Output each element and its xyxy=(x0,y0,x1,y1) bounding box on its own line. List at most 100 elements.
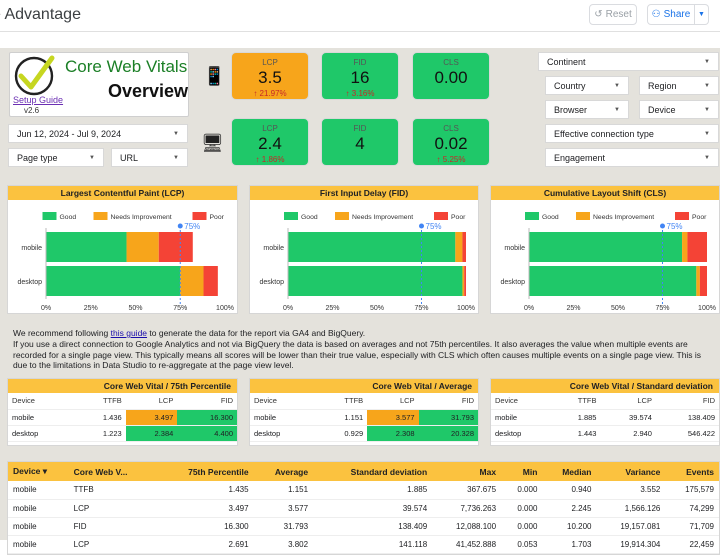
kpi-delta: ↑ 5.25% xyxy=(436,155,466,164)
column-header[interactable]: Variance xyxy=(596,462,666,481)
reset-icon: ↺ xyxy=(594,9,603,20)
page-type-filter[interactable]: Page type ▼ xyxy=(8,148,104,167)
kpi-label: FID xyxy=(353,124,367,133)
reset-button[interactable]: ↺ Reset xyxy=(589,4,637,25)
date-range-picker[interactable]: Jun 12, 2024 - Jul 9, 2024 ▼ xyxy=(8,124,188,143)
column-header[interactable]: LCP xyxy=(125,393,178,410)
table-cell: 3.497 xyxy=(156,499,254,518)
table-cell: mobile xyxy=(491,409,553,426)
table-cell: 39.574 xyxy=(600,409,656,426)
column-header[interactable]: Device xyxy=(250,393,316,410)
column-header[interactable]: Device xyxy=(491,393,553,410)
header-row: Device TTFB LCP FID xyxy=(250,393,478,410)
check-circle-icon xyxy=(14,55,55,96)
x-tick-label: 100% xyxy=(457,305,475,312)
table-cell: 1.436 xyxy=(74,409,126,426)
table-cell: 4.400 xyxy=(177,425,237,442)
browser-filter[interactable]: Browser ▼ xyxy=(545,100,629,119)
engagement-label: Engagement xyxy=(554,152,606,163)
column-header[interactable]: Device xyxy=(8,393,75,410)
country-filter[interactable]: Country ▼ xyxy=(545,76,629,95)
kpi-desktop-lcp: LCP 2.4 ↑ 1.86% xyxy=(231,118,309,166)
reference-marker xyxy=(177,223,183,229)
url-filter[interactable]: URL ▼ xyxy=(111,148,188,167)
legend-label: Good xyxy=(542,214,559,221)
report-title: e Advantage xyxy=(0,6,81,23)
fid-chart-svg: Good Needs Improvement Poor mobile desktop 0%… xyxy=(259,212,475,312)
person-add-icon: ⚇ xyxy=(651,9,661,20)
kpi-label: LCP xyxy=(262,124,278,133)
bar-segment xyxy=(46,232,127,262)
table-cell: 0.940 xyxy=(542,481,597,500)
table-cell: 0.000 xyxy=(501,499,543,518)
kpi-delta: ↑ 21.97% xyxy=(253,89,287,98)
table-cell: 3.577 xyxy=(367,409,419,426)
column-header[interactable]: Core Web V... xyxy=(68,462,157,481)
column-header[interactable]: 75th Percentile xyxy=(156,462,254,481)
column-header[interactable]: TTFB xyxy=(74,393,126,410)
table-cell: 16.300 xyxy=(177,409,237,426)
column-header[interactable]: Average xyxy=(253,462,314,481)
region-filter[interactable]: Region ▼ xyxy=(639,76,719,95)
fid-chart-panel: First Input Delay (FID) Good Needs Improv… xyxy=(249,185,479,314)
header-row: Device TTFB LCP FID xyxy=(491,393,719,410)
column-header[interactable]: LCP xyxy=(367,393,419,410)
column-header[interactable]: FID xyxy=(655,393,719,410)
legend-label: Poor xyxy=(692,214,707,221)
column-header-label: 75th Percentile xyxy=(188,466,249,477)
summary-table: Device TTFB LCP FID mobile 1.436 3.497 16.300 de… xyxy=(8,393,237,442)
legend-swatch xyxy=(335,212,349,220)
kpi-delta: ↑ 1.86% xyxy=(255,155,285,164)
table-cell: 1.435 xyxy=(156,481,254,500)
table-row: desktop 0.929 2.308 20.328 xyxy=(250,425,478,442)
device-filter[interactable]: Device ▼ xyxy=(639,100,719,119)
column-header[interactable]: LCP xyxy=(600,393,656,410)
legend-swatch xyxy=(192,212,207,220)
setup-guide-link[interactable]: Setup Guide xyxy=(13,95,64,105)
table-row: mobile 1.885 39.574 138.409 xyxy=(491,409,719,426)
table-cell: 3.552 xyxy=(596,481,666,500)
column-header[interactable]: TTFB xyxy=(552,393,601,410)
share-label: Share xyxy=(663,9,691,20)
share-dropdown-button[interactable]: ▼ xyxy=(695,4,709,25)
column-header-label: Variance xyxy=(625,466,661,477)
column-header[interactable]: Max xyxy=(432,462,502,481)
note-first-line: We recommend following this guide to gen… xyxy=(13,328,713,339)
kpi-desktop-cls: CLS 0.02 ↑ 5.25% xyxy=(412,118,490,166)
kpi-label: FID xyxy=(353,58,367,67)
device-label: Device xyxy=(648,104,676,115)
sort-desc-icon[interactable]: ▾ xyxy=(40,466,48,476)
table-cell: 0.000 xyxy=(501,517,543,536)
lcp-chart-svg: Good Needs Improvement Poor mobile desktop 0%… xyxy=(17,212,234,312)
column-header[interactable]: TTFB xyxy=(315,393,368,410)
top-bar: e Advantage ↺ Reset ⚇ Share ▼ xyxy=(0,0,720,32)
share-button[interactable]: ⚇ Share xyxy=(647,4,695,25)
table-title: Core Web Vital / Standard deviation xyxy=(491,379,719,393)
engagement-filter[interactable]: Engagement ▼ xyxy=(545,148,719,167)
brand-name: Core Web Vitals xyxy=(65,57,188,76)
chart-title: Cumulative Layout Shift (CLS) xyxy=(491,186,719,200)
kpi-label: CLS xyxy=(443,58,459,67)
connection-type-filter[interactable]: Effective connection type ▼ xyxy=(545,124,719,143)
column-header[interactable]: Median xyxy=(542,462,597,481)
column-header[interactable]: FID xyxy=(418,393,478,410)
note-body: If you use a direct connection to Google… xyxy=(13,338,702,371)
continent-filter[interactable]: Continent ▼ xyxy=(538,52,719,71)
column-header[interactable]: Min xyxy=(501,462,543,481)
x-tick-label: 25% xyxy=(325,305,339,312)
table-title: Core Web Vital / 75th Percentile xyxy=(8,379,237,393)
column-header-label: Device xyxy=(13,466,41,476)
guide-link[interactable]: this guide xyxy=(110,328,148,338)
header-row: Device ▾ Core Web V... 75th Percentile Aver… xyxy=(8,462,719,481)
chevron-down-icon: ▼ xyxy=(173,131,179,137)
column-header[interactable]: Device ▾ xyxy=(8,462,69,481)
table-cell: 19,157.081 xyxy=(596,517,666,536)
column-header[interactable]: Standard deviation xyxy=(313,462,433,481)
column-header[interactable]: FID xyxy=(177,393,237,410)
bar-segment xyxy=(529,232,683,262)
table-cell: mobile xyxy=(8,481,69,500)
table-cell: 31.793 xyxy=(253,517,314,536)
column-header[interactable]: Events xyxy=(665,462,719,481)
x-tick-label: 75% xyxy=(655,305,669,312)
legend-label: Needs Improvement xyxy=(352,214,413,221)
